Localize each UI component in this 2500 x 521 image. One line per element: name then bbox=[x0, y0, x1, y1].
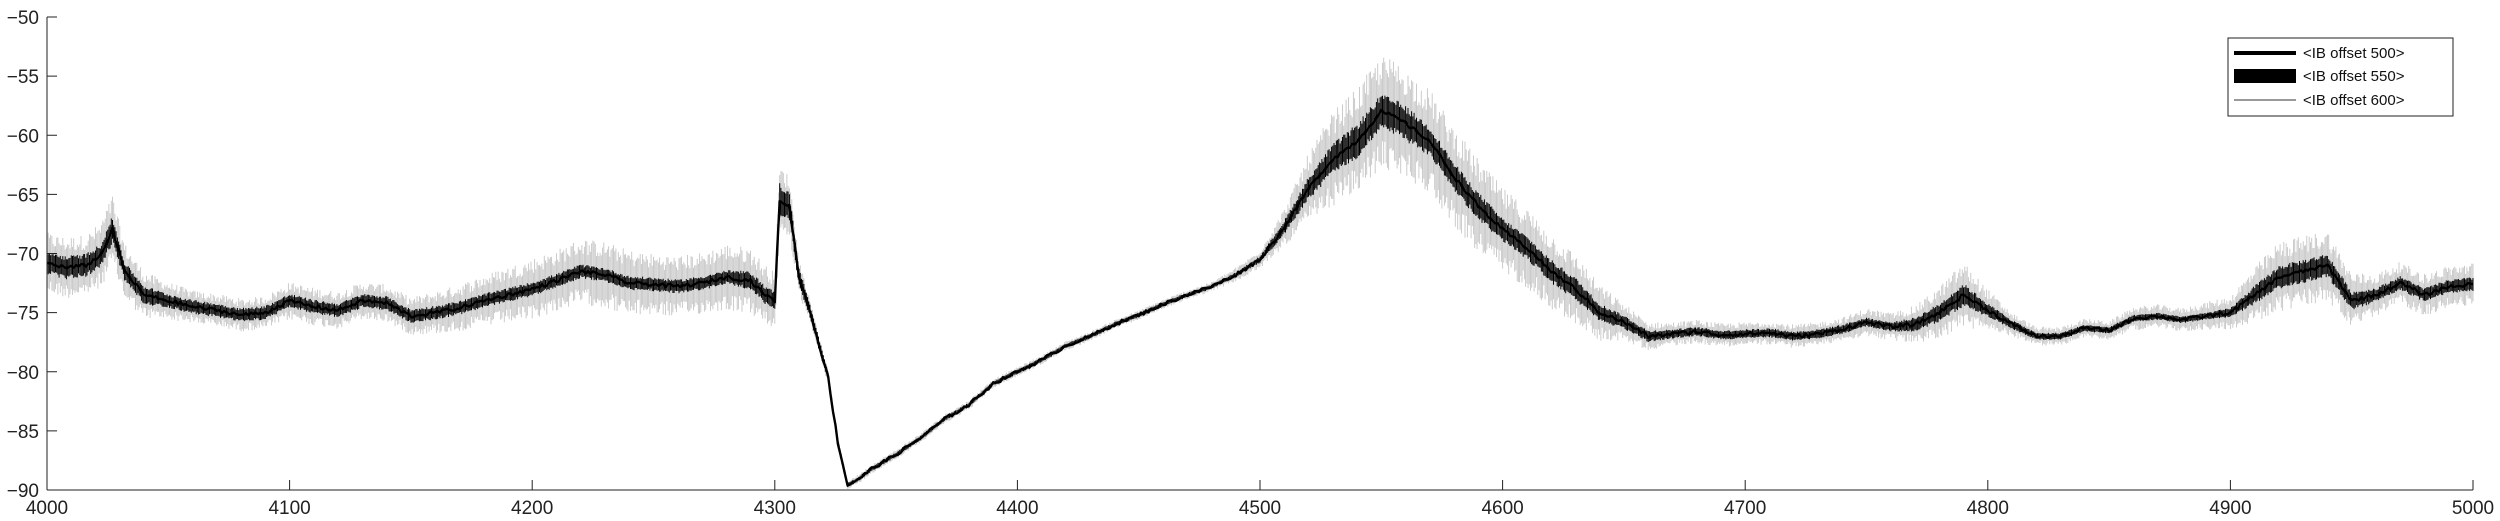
x-tick-label: 4100 bbox=[268, 498, 310, 519]
series-ib-offset-600-noise bbox=[46, 57, 2474, 489]
y-axis-ticks: −90 −85 −80 −75 −70 −65 −60 −55 −50 bbox=[7, 8, 57, 502]
x-tick-label: 4500 bbox=[1239, 498, 1281, 519]
series-band-ib-offset-500 bbox=[46, 95, 2474, 487]
y-tick-label: −80 bbox=[7, 363, 39, 384]
legend-swatch-ib-offset-550 bbox=[2234, 69, 2296, 83]
x-tick-label: 4700 bbox=[1724, 498, 1766, 519]
x-tick-label: 4200 bbox=[511, 498, 553, 519]
x-tick-label: 4300 bbox=[754, 498, 796, 519]
x-tick-label: 4800 bbox=[1967, 498, 2009, 519]
legend: <IB offset 500> <IB offset 550> <IB offs… bbox=[2227, 37, 2454, 117]
legend-label-ib-offset-550: <IB offset 550> bbox=[2303, 68, 2405, 85]
x-tick-label: 4600 bbox=[1481, 498, 1523, 519]
y-tick-label: −55 bbox=[7, 67, 39, 88]
y-tick-label: −75 bbox=[7, 304, 39, 325]
legend-label-ib-offset-500: <IB offset 500> bbox=[2303, 45, 2405, 62]
series-band-ib-offset-600 bbox=[46, 57, 2474, 489]
y-tick-label: −50 bbox=[7, 8, 39, 29]
y-tick-label: −60 bbox=[7, 126, 39, 147]
y-tick-label: −90 bbox=[7, 481, 39, 502]
x-tick-label: 4900 bbox=[2209, 498, 2251, 519]
legend-label-ib-offset-600: <IB offset 600> bbox=[2303, 92, 2405, 109]
axes bbox=[46, 17, 2473, 491]
y-tick-label: −65 bbox=[7, 185, 39, 206]
series-ib-offset-500-line bbox=[46, 108, 2473, 487]
y-tick-label: −85 bbox=[7, 422, 39, 443]
x-tick-label: 5000 bbox=[2452, 498, 2494, 519]
x-tick-label: 4400 bbox=[996, 498, 1038, 519]
x-tick-label: 4000 bbox=[26, 498, 68, 519]
series-ib-offset-550-band bbox=[46, 95, 2474, 487]
x-axis-ticks: 4000 4100 4200 4300 4400 4500 4600 4700 4800 4900… bbox=[26, 480, 2494, 519]
y-tick-label: −70 bbox=[7, 245, 39, 266]
